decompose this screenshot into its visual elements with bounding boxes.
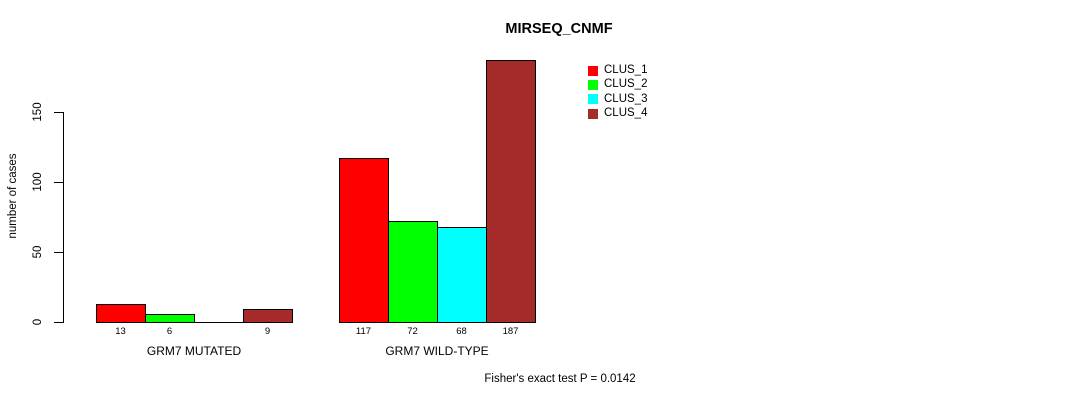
bar-value-label: 117: [355, 326, 372, 337]
y-axis-label: number of cases: [7, 153, 19, 239]
bar-clus_3: [437, 227, 487, 323]
bar-clus_2: [388, 221, 438, 323]
y-axis-line: [63, 112, 64, 323]
legend-label: CLUS_3: [604, 92, 648, 105]
legend-label: CLUS_4: [604, 107, 648, 120]
y-tick-label: 100: [32, 172, 44, 192]
chart-title: MIRSEQ_CNMF: [505, 21, 613, 37]
y-tick: [54, 252, 63, 253]
legend-swatch-clus_1: [588, 65, 598, 76]
legend-item: CLUS_1: [588, 64, 648, 76]
bar-clus_4: [486, 60, 536, 323]
y-tick: [54, 182, 63, 183]
legend-swatch-clus_2: [588, 79, 598, 90]
y-tick-label: 50: [32, 245, 44, 259]
x-group-label: GRM7 MUTATED: [146, 344, 242, 358]
legend-swatch-clus_3: [588, 94, 598, 105]
bar-clus_2: [145, 314, 195, 323]
bar-clus_1: [339, 158, 389, 323]
y-tick: [54, 322, 63, 323]
legend-swatch-clus_4: [588, 108, 598, 119]
y-tick: [54, 112, 63, 113]
bar-value-label: 72: [407, 326, 418, 337]
legend-label: CLUS_1: [604, 64, 648, 76]
x-group-label: GRM7 WILD-TYPE: [385, 344, 489, 358]
bar-value-label: 6: [166, 326, 173, 337]
y-tick-label: 150: [32, 102, 44, 122]
legend-item: CLUS_3: [588, 92, 648, 105]
annotation-text: Fisher's exact test P = 0.0142: [484, 373, 636, 385]
bar-clus_1: [96, 304, 146, 323]
bar-value-label: 68: [456, 326, 467, 337]
y-tick-label: 0: [32, 318, 44, 326]
legend-label: CLUS_2: [604, 78, 648, 91]
legend-item: CLUS_4: [588, 107, 648, 120]
bar-value-label: 187: [502, 326, 519, 337]
bar-value-label: 9: [264, 326, 271, 337]
bar-clus_3: [194, 322, 244, 323]
bar-value-label: 13: [115, 326, 126, 337]
legend: CLUS_1 CLUS_2 CLUS_3 CLUS_4: [588, 64, 698, 125]
bar-clus_4: [243, 309, 293, 323]
legend-item: CLUS_2: [588, 79, 647, 90]
